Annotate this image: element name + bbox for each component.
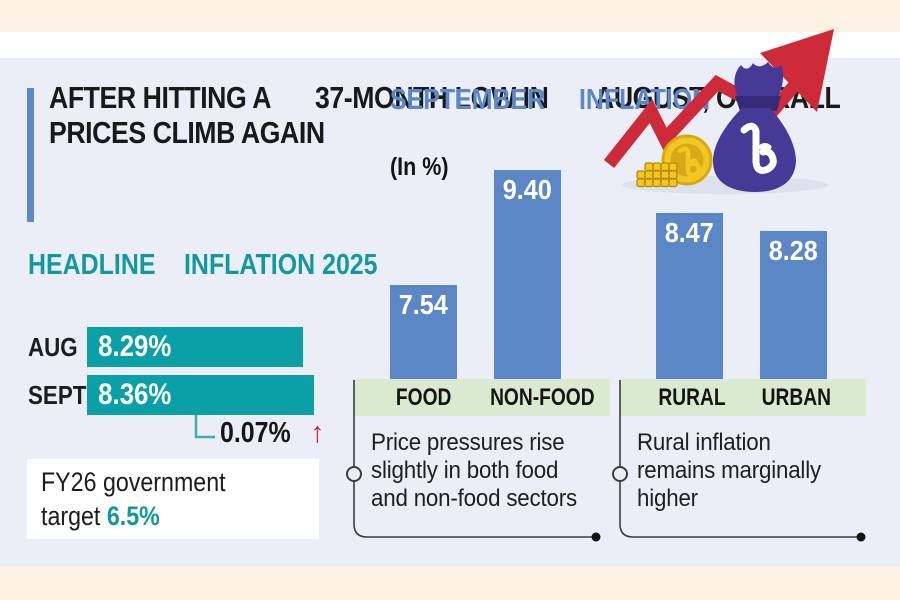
rural-category-label: RURAL [658,384,726,411]
sept-bar: 8.36% [87,375,314,415]
target-value: 6.5% [106,501,160,531]
food-chart-caption: Price pressures rise slightly in both fo… [371,429,577,512]
fy26-target-box: FY26 government target 6.5% [27,459,319,539]
target-line2-label: target [41,501,107,531]
rural-bar-value: 8.47 [664,217,715,248]
unit-label: (In %) [390,153,449,181]
headline-inflation-title: HEADLINE INFLATION 2025 [28,249,378,281]
nonfood-bar: 9.40 [494,170,561,379]
aug-label: AUG [28,332,78,362]
target-line1: FY26 government [41,467,226,497]
headline-line: PRICES CLIMB AGAIN [49,115,325,150]
headline-accent-bar [27,88,34,222]
urban-bar-value: 8.28 [768,235,819,266]
aug-bar: 8.29% [87,327,303,367]
nonfood-category-label: NON-FOOD [490,384,595,411]
food-bar-value: 7.54 [398,289,449,320]
nonfood-bar-value: 9.40 [502,174,553,205]
rural-chart-caption: Rural inflation remains marginally highe… [637,429,821,512]
top-white-band [0,32,900,58]
sept-value: 8.36% [98,378,172,411]
aug-value: 8.29% [98,330,172,363]
delta-value: 0.07% ↑ [220,417,325,449]
sept-label: SEPT [28,380,87,410]
food-category-label: FOOD [395,384,452,411]
urban-bar: 8.28 [760,231,827,379]
urban-category-label: URBAN [761,384,832,411]
headline-line: AFTER HITTING A [49,80,272,115]
rural-bar: 8.47 [656,213,723,379]
headline-line: 37-MONTH LOW IN [315,80,549,115]
september-inflation-title: SEPTEMBER INFLATION [390,84,710,116]
delta-up-arrow-icon: ↑ [310,417,325,449]
food-bar: 7.54 [390,285,457,379]
